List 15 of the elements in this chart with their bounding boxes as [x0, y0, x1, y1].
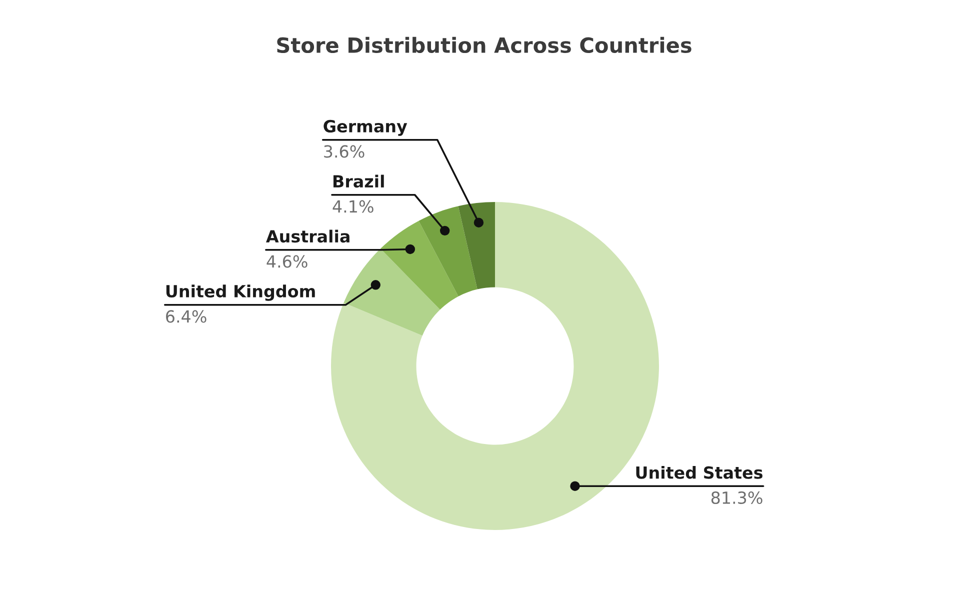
data-label: 4.1%: [332, 200, 374, 213]
slice-label: Germany: [324, 120, 408, 136]
slice-label: United States: [636, 466, 762, 479]
data-label: 6.4%: [166, 310, 206, 323]
donut-slice: [418, 206, 478, 296]
donut-slice: [380, 220, 458, 310]
data-label: 4.6%: [266, 255, 308, 268]
donut-slice: [344, 248, 440, 336]
slice-label: Australia: [266, 230, 350, 243]
donut-slice: [458, 202, 495, 290]
slice-label: Brazil: [333, 174, 384, 188]
slice-label: United Kingdom: [166, 284, 315, 301]
chart-title: Store Distribution Across Countries: [277, 36, 692, 54]
data-label: 3.6%: [324, 145, 364, 158]
data-label: 81.3%: [711, 491, 762, 504]
